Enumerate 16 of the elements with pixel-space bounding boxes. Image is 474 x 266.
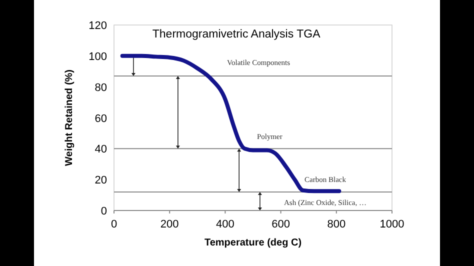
chart-title: Thermogramivetric Analysis TGA: [152, 28, 321, 40]
x-tick-label: 400: [216, 218, 234, 230]
y-tick-label: 80: [94, 82, 107, 94]
x-tick-label: 1000: [380, 218, 404, 230]
y-axis-title: Weight Retained (%): [64, 70, 75, 166]
y-tick-label: 0: [100, 206, 107, 218]
x-tick-label: 200: [160, 218, 179, 230]
x-axis-title: Temperature (deg C): [204, 238, 302, 248]
y-tick-label: 40: [94, 144, 107, 156]
y-tick-label: 100: [88, 50, 107, 63]
x-tick-label: 600: [272, 218, 290, 230]
x-tick-label: 0: [110, 218, 118, 230]
x-tick-label: 800: [327, 218, 346, 230]
y-tick-label: 20: [94, 174, 107, 187]
y-tick-label: 60: [94, 112, 107, 125]
y-tick-label: 120: [88, 20, 107, 32]
